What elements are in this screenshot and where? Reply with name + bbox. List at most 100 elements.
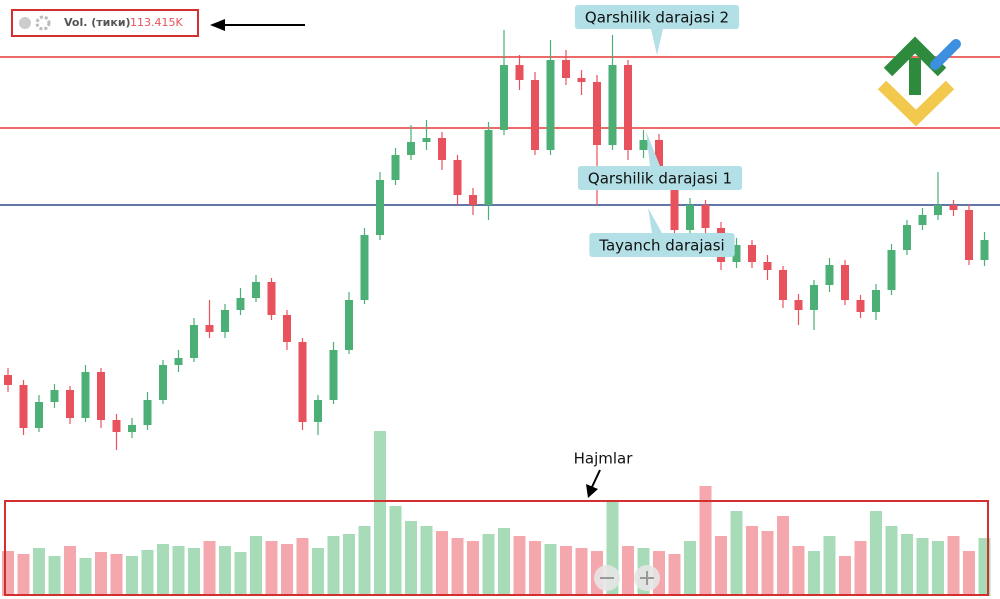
candle-body: [221, 310, 229, 332]
candle-body: [500, 65, 508, 130]
volume-bar: [374, 431, 386, 596]
candle-body: [562, 60, 570, 78]
volume-bar: [839, 556, 851, 596]
candle-body: [4, 375, 12, 385]
candle-body: [515, 65, 524, 80]
candle-body: [453, 160, 462, 195]
volume-bar: [870, 511, 882, 596]
volume-bar: [575, 548, 588, 596]
candle-body: [19, 385, 28, 428]
candle-body: [686, 205, 694, 230]
volume-bar: [746, 526, 758, 596]
candle-body: [655, 140, 663, 180]
volume-bar: [436, 531, 448, 596]
candle-body: [546, 60, 555, 150]
volume-bar: [17, 554, 30, 596]
volume-label: Hajmlar: [574, 450, 634, 468]
volume-bar: [622, 546, 634, 596]
volume-bar: [699, 486, 712, 596]
volume-bar: [560, 546, 572, 596]
indicator-name: Vol. (тики): [64, 16, 131, 29]
volume-bar: [901, 534, 913, 596]
logo-yellow: [877, 80, 955, 127]
level-label-pointer: [646, 131, 660, 166]
candle-body: [205, 325, 214, 332]
candle-body: [593, 82, 601, 145]
settings-icon[interactable]: [35, 15, 51, 31]
volume-bar: [95, 552, 107, 596]
volume-bar: [730, 511, 743, 596]
volume-bar: [684, 541, 696, 596]
volume-bar: [668, 554, 681, 596]
candle-body: [531, 80, 539, 150]
candle-body: [856, 300, 865, 312]
candle-body: [128, 425, 136, 432]
level-label: Qarshilik darajasi 2: [585, 9, 729, 27]
volume-bar: [389, 506, 402, 596]
candle-body: [639, 140, 648, 150]
candle-body: [66, 390, 74, 418]
level-label-box: [574, 5, 740, 29]
volume-bar: [110, 554, 123, 596]
close-icon[interactable]: [19, 17, 31, 29]
candle-body: [934, 205, 942, 215]
volume-bar: [296, 538, 309, 596]
volume-bar: [33, 548, 45, 596]
volume-bar: [854, 541, 867, 596]
volume-bar: [327, 536, 340, 596]
candle-body: [825, 265, 834, 285]
volume-bar: [482, 534, 495, 596]
volume-bar: [932, 541, 944, 596]
candle-body: [252, 282, 260, 298]
volume-box: [4, 500, 989, 596]
volume-bar: [219, 546, 231, 596]
candles-layer: [4, 30, 989, 450]
volume-bar: [141, 550, 154, 596]
volume-bar: [513, 536, 526, 596]
volume-bar: [343, 534, 355, 596]
level-label: Tayanch darajasi: [598, 237, 724, 255]
candle-body: [763, 262, 772, 270]
zoom-in-icon: [640, 571, 654, 585]
candle-body: [701, 205, 710, 228]
candle-body: [283, 315, 291, 342]
candle-body: [329, 350, 338, 400]
volume-bar: [250, 536, 262, 596]
volume-bar: [916, 538, 929, 596]
candle-body: [949, 205, 958, 210]
volume-bar: [203, 541, 216, 596]
volume-bar: [312, 548, 324, 596]
volume-bar: [451, 538, 464, 596]
candle-body: [267, 282, 276, 315]
candle-body: [422, 138, 431, 142]
candle-body: [81, 372, 90, 418]
volume-bar: [405, 521, 417, 596]
volume-bar: [420, 526, 433, 596]
arrow: [591, 469, 601, 488]
volume-bar: [265, 541, 278, 596]
candle-body: [624, 65, 632, 150]
candle-body: [810, 285, 818, 310]
candle-body: [376, 180, 384, 235]
volume-bar: [963, 551, 975, 596]
candle-body: [577, 78, 586, 82]
candle-body: [314, 400, 322, 422]
candle-body: [903, 225, 911, 250]
volume-bar: [544, 544, 557, 596]
arrow-head: [586, 484, 598, 498]
candle-body: [174, 358, 183, 365]
candle-body: [438, 138, 446, 160]
candle-body: [345, 300, 353, 350]
candle-body: [159, 365, 167, 400]
candle-body: [35, 402, 43, 428]
candle-body: [608, 65, 617, 145]
logo: [877, 36, 961, 127]
volume-layer: [2, 431, 991, 596]
highlight-box: [11, 9, 199, 37]
volume-bar: [885, 526, 898, 596]
volume-bar: [2, 551, 14, 596]
volume-bar: [761, 531, 774, 596]
candle-body: [391, 155, 400, 180]
candle-body: [298, 342, 307, 422]
